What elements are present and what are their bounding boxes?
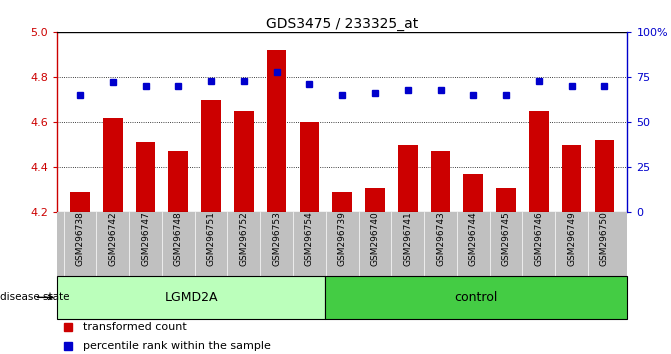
Text: LGMD2A: LGMD2A [164,291,218,304]
Bar [398,145,417,212]
Bar [267,50,287,212]
Bar [562,145,582,212]
Bar [325,276,627,319]
Bar [57,276,325,319]
Text: disease state: disease state [0,292,70,302]
Bar [201,99,221,212]
Bar [103,118,123,212]
Bar [70,192,90,212]
Bar [464,174,483,212]
Bar [136,142,156,212]
Bar [529,111,549,212]
Text: control: control [455,291,498,304]
Text: transformed count: transformed count [83,321,187,332]
Text: percentile rank within the sample: percentile rank within the sample [83,341,270,351]
Bar [234,111,254,212]
Bar [497,188,516,212]
Title: GDS3475 / 233325_at: GDS3475 / 233325_at [266,17,418,31]
Bar [168,152,188,212]
Bar [595,140,614,212]
Bar [431,152,450,212]
Bar [299,122,319,212]
Bar [332,192,352,212]
Bar [365,188,385,212]
